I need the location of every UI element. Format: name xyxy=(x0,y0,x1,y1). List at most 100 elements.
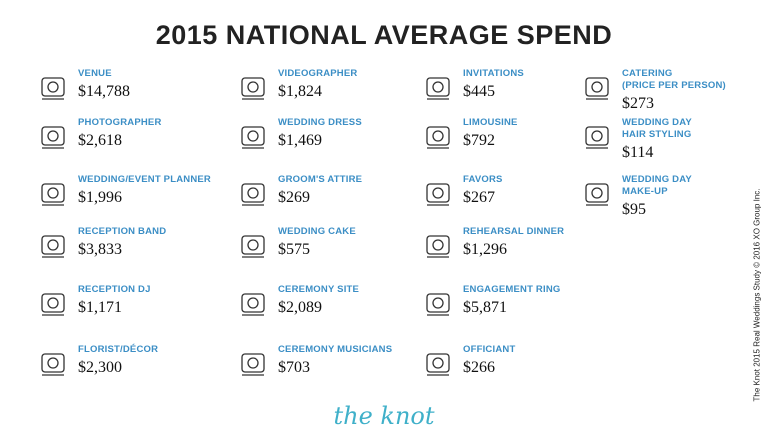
icon-stroke xyxy=(426,77,450,97)
icon-stroke xyxy=(432,297,444,309)
icon-stroke xyxy=(432,130,444,142)
item-label: REHEARSAL DINNER xyxy=(463,226,565,237)
icon-stroke xyxy=(47,130,59,142)
item-label: WEDDING DRESS xyxy=(278,117,362,128)
icon-stroke xyxy=(432,187,444,199)
item-label: RECEPTION BAND xyxy=(78,226,167,237)
item-icon xyxy=(426,293,450,316)
item-label: FLORIST/DÉCOR xyxy=(78,344,159,355)
item-label: WEDDING DAY xyxy=(622,174,692,185)
item-label: WEDDING DAY xyxy=(622,117,692,128)
item-icon xyxy=(585,126,609,149)
icon-stroke xyxy=(47,239,59,251)
spend-item: CATERING (PRICE PER PERSON) $273 xyxy=(622,68,726,113)
icon-stroke xyxy=(247,239,259,251)
icon-stroke xyxy=(247,130,259,142)
icon-stroke xyxy=(47,297,59,309)
item-icon xyxy=(241,77,265,100)
item-icon xyxy=(241,126,265,149)
icon-stroke xyxy=(426,183,450,203)
icon-stroke xyxy=(47,81,59,93)
item-icon xyxy=(426,126,450,149)
item-icon xyxy=(41,293,65,316)
item-label: CATERING xyxy=(622,68,673,79)
item-icon xyxy=(41,77,65,100)
spend-item: INVITATIONS $445 xyxy=(463,68,524,101)
icon-stroke xyxy=(591,187,603,199)
item-amount: $575 xyxy=(278,241,310,258)
spend-item: OFFICIANT $266 xyxy=(463,344,515,377)
spend-item: FAVORS $267 xyxy=(463,174,503,207)
icon-stroke xyxy=(47,187,59,199)
spend-item: WEDDING DRESS $1,469 xyxy=(278,117,362,150)
item-icon xyxy=(241,235,265,258)
item-label: OFFICIANT xyxy=(463,344,516,355)
icon-stroke xyxy=(241,293,265,313)
item-amount: $1,996 xyxy=(78,189,122,206)
icon-stroke xyxy=(585,183,609,203)
item-label: PHOTOGRAPHER xyxy=(78,117,162,128)
item-label: HAIR STYLING xyxy=(622,129,692,140)
item-label: INVITATIONS xyxy=(463,68,524,79)
icon-stroke xyxy=(247,297,259,309)
item-label: GROOM'S ATTIRE xyxy=(278,174,363,185)
item-icon xyxy=(41,235,65,258)
item-icon xyxy=(585,183,609,206)
icon-stroke xyxy=(47,357,59,369)
spend-item: VIDEOGRAPHER $1,824 xyxy=(278,68,357,101)
icon-stroke xyxy=(591,81,603,93)
item-label: WEDDING/EVENT PLANNER xyxy=(78,174,211,185)
icon-stroke xyxy=(41,293,65,313)
item-amount: $266 xyxy=(463,359,495,376)
item-amount: $2,300 xyxy=(78,359,122,376)
item-icon xyxy=(241,293,265,316)
item-amount: $2,618 xyxy=(78,132,122,149)
spend-item: GROOM'S ATTIRE $269 xyxy=(278,174,362,207)
spend-item: WEDDING DAY HAIR STYLING $114 xyxy=(622,117,692,162)
item-icon xyxy=(41,353,65,376)
icon-stroke xyxy=(241,183,265,203)
spend-item: RECEPTION BAND $3,833 xyxy=(78,226,166,259)
item-amount: $3,833 xyxy=(78,241,122,258)
item-amount: $114 xyxy=(622,144,654,161)
item-icon xyxy=(426,353,450,376)
spend-item: FLORIST/DÉCOR $2,300 xyxy=(78,344,158,377)
icon-stroke xyxy=(41,353,65,373)
item-amount: $1,824 xyxy=(278,83,322,100)
spend-item: PHOTOGRAPHER $2,618 xyxy=(78,117,162,150)
icon-stroke xyxy=(432,239,444,251)
icon-stroke xyxy=(247,81,259,93)
item-icon xyxy=(41,183,65,206)
item-amount: $1,296 xyxy=(463,241,507,258)
item-amount: $1,469 xyxy=(278,132,322,149)
item-icon xyxy=(426,235,450,258)
icon-stroke xyxy=(247,357,259,369)
icon-stroke xyxy=(41,235,65,255)
title: 2015 NATIONAL AVERAGE SPEND xyxy=(155,20,613,50)
item-amount: $267 xyxy=(463,189,495,206)
spend-item: CEREMONY MUSICIANS $703 xyxy=(278,344,392,377)
icon-stroke xyxy=(426,235,450,255)
item-icon xyxy=(241,353,265,376)
spend-item: RECEPTION DJ $1,171 xyxy=(78,284,151,317)
spend-item: CEREMONY SITE $2,089 xyxy=(278,284,359,317)
item-amount: $703 xyxy=(278,359,310,376)
item-label: FAVORS xyxy=(463,174,503,185)
item-amount: $14,788 xyxy=(78,83,130,100)
item-amount: $273 xyxy=(622,95,654,112)
item-icon xyxy=(241,183,265,206)
item-icon xyxy=(585,77,609,100)
item-icon xyxy=(426,77,450,100)
item-amount: $792 xyxy=(463,132,495,149)
icon-stroke xyxy=(241,353,265,373)
logo: the knot xyxy=(333,402,435,430)
icon-stroke xyxy=(432,357,444,369)
icon-stroke xyxy=(426,126,450,146)
spend-item: VENUE $14,788 xyxy=(78,68,130,101)
item-label: CEREMONY SITE xyxy=(278,284,360,295)
item-label: CEREMONY MUSICIANS xyxy=(278,344,393,355)
item-amount: $95 xyxy=(622,201,646,218)
item-label: (PRICE PER PERSON) xyxy=(622,80,726,91)
item-label: LIMOUSINE xyxy=(463,117,518,128)
